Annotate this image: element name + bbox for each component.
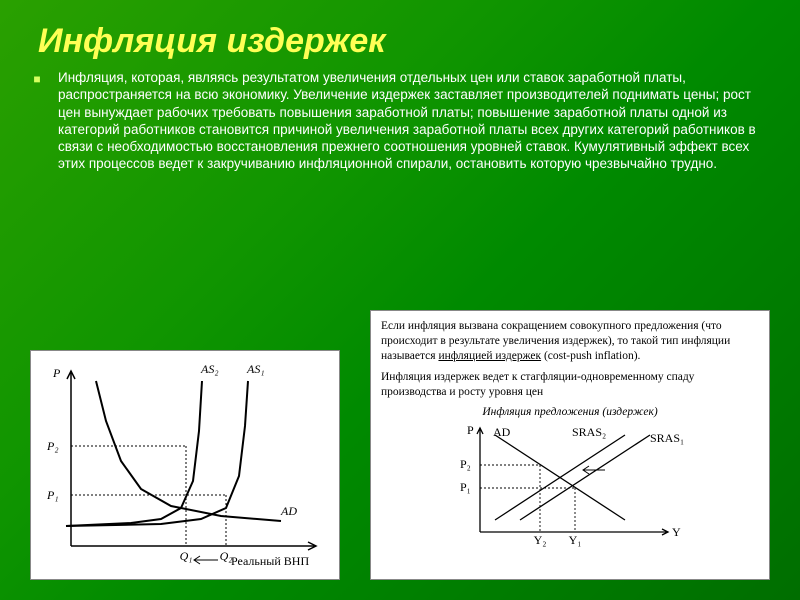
- chart2-y-axis-label: P: [467, 423, 474, 437]
- chart1-svg: P Реальный ВНП P₂ P₁ Q₁ Q₂: [31, 351, 341, 581]
- bullet-row: ■ Инфляция, которая, являясь результатом…: [30, 69, 770, 173]
- chart1-y-axis-label: P: [52, 366, 61, 380]
- chart1-ytick-p2: P₂: [46, 439, 59, 453]
- bullet-icon: ■: [30, 69, 44, 88]
- body-paragraph: Инфляция, которая, являясь результатом у…: [58, 69, 768, 173]
- chart2-label-sras1: SRAS₁: [650, 431, 684, 445]
- chart2-text1u: инфляцией издержек: [438, 350, 541, 362]
- chart-sras-shift: Если инфляция вызвана сокращением совоку…: [370, 310, 770, 580]
- chart1-label-as1: AS₁: [246, 362, 265, 376]
- charts-row: P Реальный ВНП P₂ P₁ Q₁ Q₂: [30, 310, 770, 580]
- chart2-text2: Инфляция издержек ведет к стагфляции-одн…: [381, 370, 759, 400]
- chart1-xtick-q2: Q₂: [220, 549, 233, 563]
- chart2-ytick-p1: P₁: [460, 480, 471, 494]
- chart2-xtick-y1: Y₁: [569, 533, 582, 547]
- chart2-label-sras2: SRAS₂: [572, 425, 606, 439]
- chart1-label-as2: AS₂: [200, 362, 219, 376]
- chart2-xtick-y2: Y₂: [534, 533, 547, 547]
- chart2-text1: Если инфляция вызвана сокращением совоку…: [381, 319, 759, 364]
- chart2-x-axis-label: Y: [672, 525, 681, 539]
- slide-title: Инфляция издержек: [38, 22, 770, 61]
- chart1-label-ad: AD: [280, 504, 297, 518]
- chart2-ytick-p2: P₂: [460, 457, 471, 471]
- chart1-ytick-p1: P₁: [46, 488, 59, 502]
- chart1-xtick-q1: Q₁: [180, 549, 193, 563]
- chart2-figtitle: Инфляция предложения (издержек): [381, 406, 759, 418]
- chart-cost-push-as-ad: P Реальный ВНП P₂ P₁ Q₁ Q₂: [30, 350, 340, 580]
- chart2-text1b: (cost-push inflation).: [541, 350, 640, 362]
- chart1-x-axis-label: Реальный ВНП: [231, 554, 309, 568]
- slide: Инфляция издержек ■ Инфляция, которая, я…: [0, 0, 800, 600]
- chart2-label-ad: AD: [493, 425, 511, 439]
- chart2-svg: P Y AD SRAS₂ SRAS₁ P₂ P₁: [450, 420, 690, 550]
